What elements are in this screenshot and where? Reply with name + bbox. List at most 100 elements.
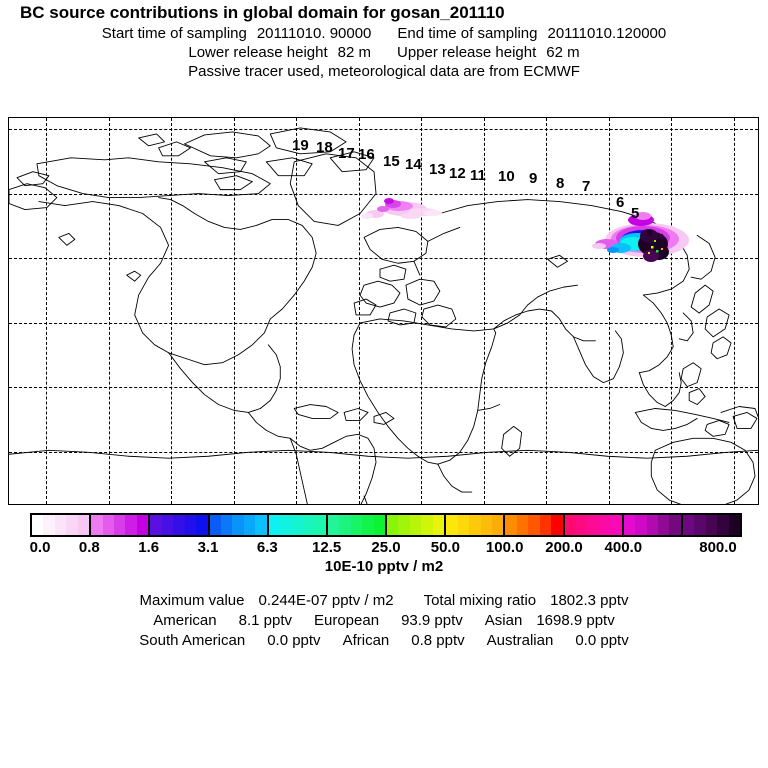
colorbar-step bbox=[387, 515, 399, 535]
colorbar-tick-25.0: 25.0 bbox=[371, 539, 401, 556]
max-value: 0.244E-07 pptv / m2 bbox=[258, 592, 394, 609]
colorbar-step bbox=[728, 515, 741, 535]
region-row-2: South American 0.0 pptv African 0.8 pptv Aus… bbox=[0, 632, 768, 649]
region-value-american: 8.1 pptv bbox=[238, 612, 292, 629]
total-ratio-label: Total mixing ratio bbox=[423, 592, 537, 609]
colorbar-step bbox=[91, 515, 103, 535]
region-value-south-american: 0.0 pptv bbox=[267, 632, 321, 649]
colorbar-step bbox=[314, 515, 326, 535]
colorbar-step bbox=[587, 515, 599, 535]
colorbar-segment-5 bbox=[327, 515, 388, 535]
colorbar-step bbox=[373, 515, 386, 535]
trajectory-label-6: 6 bbox=[616, 194, 625, 211]
trajectory-label-16: 16 bbox=[358, 146, 375, 163]
trajectory-label-8: 8 bbox=[556, 175, 565, 192]
colorbar-segment-7 bbox=[446, 515, 506, 535]
colorbar-step bbox=[646, 515, 659, 535]
colorbar-segment-4 bbox=[268, 515, 328, 535]
colorbar-step bbox=[446, 515, 458, 535]
total-ratio-value: 1802.3 pptv bbox=[550, 592, 629, 609]
start-time-label: Start time of sampling bbox=[101, 25, 247, 42]
map-canvas: 19 18 17 16 15 14 13 12 11 10 9 8 7 6 5 bbox=[9, 118, 758, 504]
colorbar-step bbox=[161, 515, 174, 535]
trajectory-label-13: 13 bbox=[429, 161, 446, 178]
colorbar-step bbox=[150, 515, 162, 535]
header-block: BC source contributions in global domain… bbox=[0, 0, 768, 80]
gridline-lon bbox=[609, 118, 610, 504]
colorbar-segment-10 bbox=[623, 515, 683, 535]
colorbar-step bbox=[196, 515, 208, 535]
colorbar-step bbox=[54, 515, 67, 535]
colorbar-step bbox=[303, 515, 315, 535]
colorbar-step bbox=[350, 515, 363, 535]
colorbar-step bbox=[610, 515, 622, 535]
region-value-australian: 0.0 pptv bbox=[575, 632, 629, 649]
colorbar-step bbox=[432, 515, 445, 535]
trajectory-label-18: 18 bbox=[316, 139, 333, 156]
colorbar-gradient bbox=[30, 513, 742, 537]
start-time-value: 20111010. 90000 bbox=[256, 25, 372, 42]
end-time-label: End time of sampling bbox=[397, 25, 538, 42]
colorbar-step bbox=[505, 515, 517, 535]
colorbar-step bbox=[682, 515, 695, 535]
region-value-european: 93.9 pptv bbox=[401, 612, 463, 629]
colorbar bbox=[30, 513, 742, 537]
trajectory-label-5: 5 bbox=[631, 205, 640, 222]
end-time-value: 20111010.120000 bbox=[547, 25, 667, 42]
region-value-african: 0.8 pptv bbox=[411, 632, 465, 649]
colorbar-segment-9 bbox=[564, 515, 624, 535]
colorbar-step bbox=[469, 515, 481, 535]
region-name-african: African bbox=[342, 632, 390, 649]
coastline-layer bbox=[9, 127, 758, 504]
upper-release-label: Upper release height bbox=[397, 44, 537, 61]
colorbar-step bbox=[528, 515, 540, 535]
colorbar-step bbox=[114, 515, 126, 535]
colorbar-step bbox=[232, 515, 244, 535]
colorbar-step bbox=[635, 515, 647, 535]
colorbar-step bbox=[717, 515, 729, 535]
trajectory-label-7: 7 bbox=[582, 178, 591, 195]
lower-release-value: 82 m bbox=[337, 44, 371, 61]
colorbar-step bbox=[362, 515, 374, 535]
colorbar-step bbox=[564, 515, 576, 535]
colorbar-segment-8 bbox=[505, 515, 565, 535]
colorbar-step bbox=[551, 515, 563, 535]
upper-release-value: 62 m bbox=[546, 44, 580, 61]
tracer-note: Passive tracer used, meteorological data… bbox=[188, 63, 580, 80]
colorbar-step bbox=[280, 515, 292, 535]
colorbar-step bbox=[220, 515, 233, 535]
colorbar-step bbox=[327, 515, 340, 535]
colorbar-step bbox=[623, 515, 636, 535]
trajectory-label-19: 19 bbox=[292, 137, 309, 154]
colorbar-step bbox=[539, 515, 552, 535]
release-height-line: Lower release height 82 m Upper release he… bbox=[0, 44, 768, 61]
gridline-lon bbox=[109, 118, 110, 504]
gridline-lat bbox=[9, 323, 758, 324]
max-value-label: Maximum value bbox=[139, 592, 245, 609]
region-value-asian: 1698.9 pptv bbox=[536, 612, 615, 629]
colorbar-tick-800.0: 800.0 bbox=[699, 539, 737, 556]
colorbar-tick-1.6: 1.6 bbox=[138, 539, 160, 556]
colorbar-tick-100.0: 100.0 bbox=[485, 539, 524, 556]
colorbar-segment-0 bbox=[32, 515, 92, 535]
colorbar-step bbox=[243, 515, 256, 535]
region-name-asian: Asian bbox=[484, 612, 523, 629]
region-name-european: European bbox=[314, 612, 380, 629]
colorbar-axis-label: 10E-10 pptv / m2 bbox=[324, 558, 444, 575]
sampling-time-line: Start time of sampling 20111010. 90000 End… bbox=[0, 25, 768, 42]
colorbar-step bbox=[77, 515, 90, 535]
colorbar-step bbox=[291, 515, 303, 535]
region-row-1: American 8.1 pptv European 93.9 pptv Asian 16… bbox=[0, 612, 768, 629]
page-title: BC source contributions in global domain… bbox=[20, 3, 505, 22]
gridline-lon bbox=[234, 118, 235, 504]
colorbar-tick-3.1: 3.1 bbox=[197, 539, 219, 556]
colorbar-tick-0.0: 0.0 bbox=[29, 539, 51, 556]
trajectory-label-10: 10 bbox=[498, 168, 515, 185]
colorbar-tick-200.0: 200.0 bbox=[545, 539, 583, 556]
colorbar-tick-labels: 0.0 0.8 1.6 3.1 6.3 12.5 25.0 50.0 100.0 200.0 400… bbox=[0, 539, 768, 557]
colorbar-segment-2 bbox=[150, 515, 210, 535]
colorbar-step bbox=[457, 515, 470, 535]
region-name-australian: Australian bbox=[486, 632, 554, 649]
colorbar-step bbox=[136, 515, 149, 535]
colorbar-segment-3 bbox=[209, 515, 269, 535]
